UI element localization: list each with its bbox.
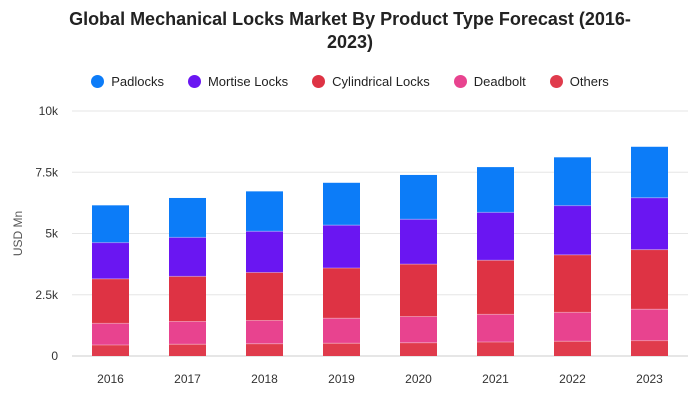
- bar-segment-others: [169, 344, 206, 356]
- bar-segment-deadbolt: [169, 321, 206, 345]
- bar-segment-deadbolt: [554, 312, 591, 342]
- legend-swatch: [187, 75, 201, 88]
- y-tick-label: 7.5k: [35, 165, 59, 179]
- chart-title-line-2: 2023): [326, 32, 374, 52]
- legend-item-mortise-locks[interactable]: Mortise Locks: [187, 74, 289, 89]
- bar-segment-others: [246, 343, 283, 356]
- bar-segment-padlocks: [246, 191, 283, 232]
- legend-label: Deadbolt: [473, 74, 526, 89]
- bar-segment-mortise-locks: [554, 205, 591, 255]
- x-tick-label: 2018: [251, 372, 278, 386]
- bar-segment-mortise-locks: [477, 212, 514, 261]
- legend-item-padlocks[interactable]: Padlocks: [91, 74, 164, 89]
- legend-swatch: [453, 75, 467, 88]
- y-tick-label: 5k: [45, 227, 59, 241]
- x-tick-label: 2023: [636, 372, 663, 386]
- legend-swatch: [549, 75, 563, 88]
- bar-segment-cylindrical-locks: [169, 276, 206, 322]
- legend-item-cylindrical-locks[interactable]: Cylindrical Locks: [312, 74, 430, 89]
- bar-segment-deadbolt: [246, 320, 283, 344]
- chart-legend: Padlocks Mortise Locks Cylindrical Locks De…: [0, 74, 700, 89]
- x-tick-label: 2020: [405, 372, 432, 386]
- y-tick-label: 10k: [39, 104, 59, 118]
- bar-segment-padlocks: [631, 146, 668, 198]
- x-tick-label: 2019: [328, 372, 355, 386]
- x-tick-label: 2022: [559, 372, 586, 386]
- bar-segment-padlocks: [400, 174, 437, 220]
- bar-segment-cylindrical-locks: [400, 264, 437, 317]
- legend-label: Cylindrical Locks: [332, 74, 430, 89]
- bar-segment-deadbolt: [631, 309, 668, 341]
- bar-segment-cylindrical-locks: [554, 254, 591, 313]
- bar-segment-others: [554, 341, 591, 356]
- legend-label: Padlocks: [111, 74, 164, 89]
- legend-item-deadbolt[interactable]: Deadbolt: [453, 74, 526, 89]
- bar-segment-mortise-locks: [631, 197, 668, 250]
- bar-segment-mortise-locks: [400, 219, 437, 265]
- bar-segment-others: [477, 342, 514, 356]
- bar-segment-cylindrical-locks: [477, 260, 514, 315]
- x-tick-label: 2021: [482, 372, 509, 386]
- chart-title: Global Mechanical Locks Market By Produc…: [0, 8, 700, 54]
- bar-segment-cylindrical-locks: [92, 278, 129, 324]
- bar-segment-cylindrical-locks: [323, 268, 360, 319]
- legend-swatch: [91, 75, 105, 88]
- legend-swatch: [312, 75, 326, 88]
- x-tick-label: 2016: [97, 372, 124, 386]
- bar-segment-cylindrical-locks: [246, 272, 283, 321]
- bar-segment-padlocks: [169, 197, 206, 238]
- bar-segment-mortise-locks: [169, 237, 206, 277]
- bar-segment-others: [323, 343, 360, 356]
- x-tick-label: 2017: [174, 372, 201, 386]
- y-tick-label: 0: [51, 349, 58, 363]
- y-tick-label: 2.5k: [35, 288, 59, 302]
- chart-title-line-1: Global Mechanical Locks Market By Produc…: [69, 9, 631, 29]
- bar-segment-padlocks: [323, 182, 360, 226]
- bar-segment-deadbolt: [477, 314, 514, 343]
- bar-segment-cylindrical-locks: [631, 249, 668, 310]
- bar-segment-others: [631, 340, 668, 356]
- y-axis-label: USD Mn: [11, 211, 25, 256]
- bar-segment-padlocks: [554, 157, 591, 206]
- bar-segment-mortise-locks: [323, 225, 360, 269]
- bar-segment-deadbolt: [400, 316, 437, 343]
- bar-segment-padlocks: [477, 167, 514, 213]
- bar-segment-others: [92, 344, 129, 356]
- legend-item-others[interactable]: Others: [549, 74, 609, 89]
- bar-segment-others: [400, 342, 437, 356]
- bar-segment-deadbolt: [92, 323, 129, 345]
- legend-label: Others: [569, 74, 609, 89]
- bar-segment-mortise-locks: [246, 231, 283, 273]
- legend-label: Mortise Locks: [207, 74, 289, 89]
- bar-segment-mortise-locks: [92, 242, 129, 279]
- bar-segment-padlocks: [92, 205, 129, 243]
- bar-segment-deadbolt: [323, 318, 360, 344]
